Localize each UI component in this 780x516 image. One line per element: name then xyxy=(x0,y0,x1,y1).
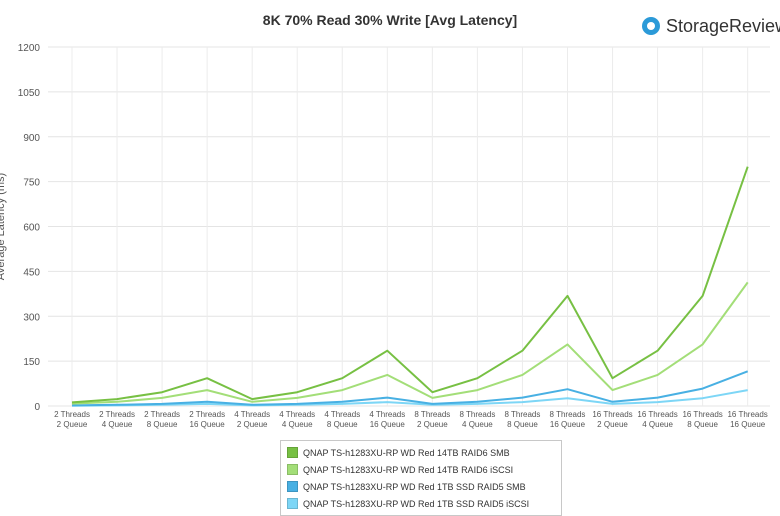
x-tick-label: 8 Threads 8 Queue xyxy=(505,410,541,429)
x-tick-label: 16 Threads 16 Queue xyxy=(727,410,767,429)
x-tick-label: 2 Threads 16 Queue xyxy=(189,410,225,429)
x-tick-label: 16 Threads 8 Queue xyxy=(682,410,722,429)
y-tick-label: 1200 xyxy=(18,43,41,54)
series-lines xyxy=(71,166,749,407)
x-tick-label: 4 Threads 2 Queue xyxy=(234,410,270,429)
legend-swatch xyxy=(287,498,298,509)
brand-logo: StorageReview xyxy=(642,14,780,38)
legend-label: QNAP TS-h1283XU-RP WD Red 14TB RAID6 iSC… xyxy=(303,464,514,475)
storagereview-logo-icon xyxy=(642,17,660,35)
x-tick-label: 4 Threads 16 Queue xyxy=(369,410,405,429)
y-tick-label: 900 xyxy=(23,133,40,144)
x-tick-label: 4 Threads 4 Queue xyxy=(279,410,315,429)
x-tick-label: 2 Threads 8 Queue xyxy=(144,410,180,429)
series-line xyxy=(71,281,749,405)
series-line xyxy=(71,166,749,404)
y-axis-label: Average Latency (ms) xyxy=(0,173,7,280)
x-tick-label: 8 Threads 16 Queue xyxy=(550,410,586,429)
y-axis-ticks: 0 150 300 450 600 750 900 1050 1200 xyxy=(18,43,41,413)
x-tick-label: 4 Threads 8 Queue xyxy=(324,410,360,429)
chart-title: 8K 70% Read 30% Write [Avg Latency] xyxy=(262,12,518,28)
brand-name: StorageReview xyxy=(666,15,780,36)
x-tick-label: 8 Threads 4 Queue xyxy=(459,410,495,429)
y-tick-label: 0 xyxy=(34,402,40,413)
y-tick-label: 750 xyxy=(23,178,40,189)
x-tick-label: 16 Threads 2 Queue xyxy=(592,410,632,429)
legend-item: QNAP TS-h1283XU-RP WD Red 1TB SSD RAID5 … xyxy=(287,495,555,512)
x-tick-label: 2 Threads 2 Queue xyxy=(54,410,90,429)
legend-item: QNAP TS-h1283XU-RP WD Red 1TB SSD RAID5 … xyxy=(287,478,555,495)
y-tick-label: 600 xyxy=(23,223,40,234)
legend-swatch xyxy=(287,447,298,458)
series-line xyxy=(71,389,748,407)
grid-lines xyxy=(48,46,770,407)
legend-label: QNAP TS-h1283XU-RP WD Red 1TB SSD RAID5 … xyxy=(303,481,526,492)
legend-label: QNAP TS-h1283XU-RP WD Red 1TB SSD RAID5 … xyxy=(303,498,530,509)
x-tick-label: 2 Threads 4 Queue xyxy=(99,410,135,429)
x-tick-label: 16 Threads 4 Queue xyxy=(637,410,677,429)
y-tick-label: 150 xyxy=(23,357,40,368)
legend-swatch xyxy=(287,464,298,475)
legend-swatch xyxy=(287,481,298,492)
legend-item: QNAP TS-h1283XU-RP WD Red 14TB RAID6 iSC… xyxy=(287,461,555,478)
x-axis-ticks: 2 Threads 2 Queue 2 Threads 4 Queue 2 Thread… xyxy=(54,410,768,429)
y-tick-label: 1050 xyxy=(18,88,41,99)
chart-legend: QNAP TS-h1283XU-RP WD Red 14TB RAID6 SMB… xyxy=(280,440,562,516)
y-tick-label: 300 xyxy=(23,312,40,323)
x-tick-label: 8 Threads 2 Queue xyxy=(414,410,450,429)
legend-label: QNAP TS-h1283XU-RP WD Red 14TB RAID6 SMB xyxy=(303,447,510,458)
y-tick-label: 450 xyxy=(23,267,40,278)
series-line xyxy=(71,370,749,407)
legend-item: QNAP TS-h1283XU-RP WD Red 14TB RAID6 SMB xyxy=(287,444,555,461)
